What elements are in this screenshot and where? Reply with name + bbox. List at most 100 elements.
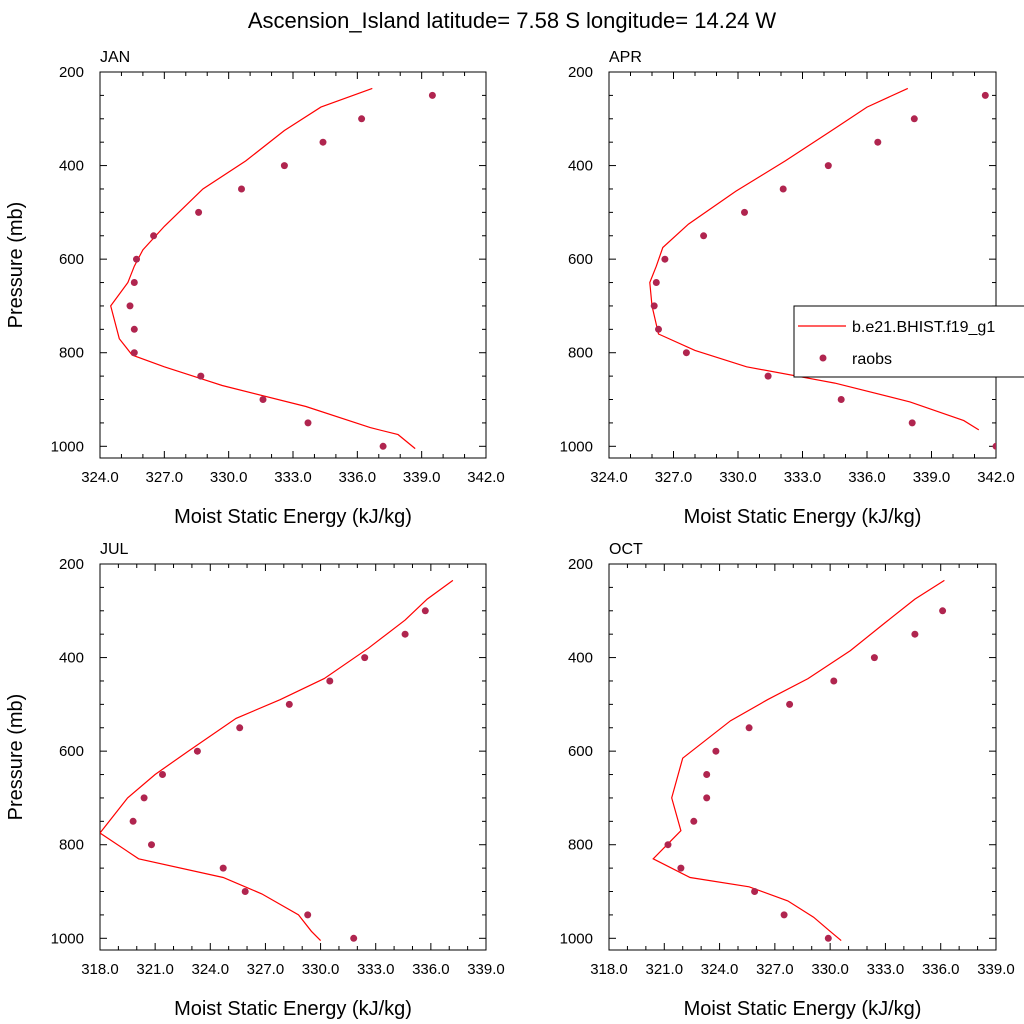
raobs-point: [939, 607, 947, 615]
raobs-point: [700, 232, 708, 240]
raobs-point: [690, 817, 698, 825]
x-tick-label: 318.0: [81, 961, 119, 978]
raobs-point: [741, 208, 748, 216]
y-tick-label: 200: [568, 64, 593, 81]
raobs-point: [745, 724, 753, 732]
x-tick-label: 333.0: [784, 469, 822, 486]
y-tick-label: 800: [568, 345, 593, 362]
figure-title: Ascension_Island latitude= 7.58 S longit…: [248, 8, 777, 33]
raobs-point: [712, 747, 720, 755]
y-tick-label: 800: [568, 837, 593, 854]
series-b.e21.BHIST.f19_g1: [110, 87, 416, 450]
model-profile-line: [110, 87, 416, 450]
x-tick-label: 333.0: [274, 469, 312, 486]
x-tick-label: 324.0: [590, 469, 628, 486]
raobs-point: [650, 302, 658, 310]
raobs-point: [655, 325, 662, 333]
raobs-point: [241, 888, 249, 895]
raobs-point: [280, 162, 288, 170]
raobs-point: [236, 724, 244, 732]
raobs-point: [129, 817, 137, 825]
raobs-point: [379, 442, 387, 450]
series-b.e21.BHIST.f19_g1: [100, 579, 454, 942]
raobs-point: [911, 630, 919, 638]
y-tick-label: 800: [59, 837, 84, 854]
x-tick-label: 324.0: [81, 469, 119, 486]
raobs-point: [304, 419, 312, 427]
panel-jul: JUL 318.0 321.0 324.0 327.0 330.0 333.0 336.0 33…: [5, 541, 505, 1020]
y-tick-label: 1000: [51, 438, 84, 455]
raobs-point: [238, 185, 245, 193]
x-tick-label: 336.0: [339, 469, 377, 486]
raobs-point: [981, 91, 989, 99]
raobs-point: [910, 115, 918, 123]
raobs-point: [751, 888, 759, 895]
raobs-point: [319, 138, 327, 146]
raobs-point: [326, 677, 334, 685]
raobs-point: [874, 138, 882, 146]
y-tick-label: 400: [59, 158, 84, 175]
raobs-point: [358, 115, 366, 123]
raobs-point: [703, 771, 711, 778]
raobs-point: [130, 349, 138, 357]
x-axis-title: Moist Static Energy (kJ/kg): [174, 506, 412, 528]
raobs-point: [780, 911, 788, 919]
y-tick-label: 1000: [560, 438, 593, 455]
raobs-point: [908, 419, 916, 427]
x-tick-label: 330.0: [302, 961, 340, 978]
raobs-point: [195, 208, 203, 216]
raobs-point: [126, 302, 134, 310]
plot-frame: [99, 71, 487, 459]
x-tick-label: 339.0: [467, 961, 505, 978]
raobs-point: [140, 794, 148, 802]
raobs-point: [285, 700, 293, 708]
x-tick-label: 339.0: [913, 469, 951, 486]
legend-box: [793, 305, 1024, 378]
y-tick-label: 400: [568, 158, 593, 175]
panel-title-apr: APR: [609, 49, 642, 66]
series-raobs: [126, 91, 436, 450]
y-tick-label: 200: [59, 64, 84, 81]
x-tick-label: 333.0: [867, 961, 905, 978]
raobs-point: [130, 279, 138, 286]
x-tick-label: 321.0: [136, 961, 174, 978]
raobs-point: [837, 396, 845, 403]
y-tick-label: 400: [59, 650, 84, 667]
legend: b.e21.BHIST.f19_g1 raobs: [793, 305, 1024, 378]
x-tick-label: 330.0: [719, 469, 757, 486]
series-raobs: [664, 607, 947, 942]
plot-frame: [608, 71, 997, 459]
raobs-point: [421, 607, 429, 615]
model-profile-line: [652, 579, 945, 942]
y-tick-label: 600: [568, 743, 593, 760]
raobs-point: [664, 841, 672, 849]
raobs-point: [786, 700, 794, 708]
x-tick-label: 339.0: [403, 469, 441, 486]
raobs-point: [824, 934, 832, 942]
raobs-point: [703, 794, 711, 802]
x-tick-label: 336.0: [922, 961, 960, 978]
x-tick-label: 321.0: [646, 961, 684, 978]
x-tick-label: 327.0: [756, 961, 794, 978]
x-axis-title: Moist Static Energy (kJ/kg): [684, 998, 922, 1020]
raobs-point: [428, 91, 436, 99]
raobs-point: [259, 396, 267, 403]
raobs-point: [677, 864, 685, 872]
y-tick-label: 400: [568, 650, 593, 667]
y-axis-title: Pressure (mb): [5, 694, 27, 821]
series-raobs: [129, 607, 429, 942]
raobs-point: [682, 349, 690, 357]
raobs-point: [350, 934, 358, 942]
x-tick-label: 342.0: [977, 469, 1015, 486]
raobs-point: [824, 162, 832, 170]
series-b.e21.BHIST.f19_g1: [649, 87, 980, 431]
raobs-point: [652, 279, 660, 286]
model-profile-line: [100, 579, 454, 942]
x-tick-label: 324.0: [701, 961, 739, 978]
raobs-point: [150, 232, 158, 240]
panel-title-jul: JUL: [100, 541, 129, 558]
panel-title-jan: JAN: [100, 49, 130, 66]
panel-oct: OCT 318.0 321.0 324.0 327.0 330.0 333.0 336.0 33…: [560, 541, 1015, 1020]
raobs-point: [992, 442, 996, 450]
